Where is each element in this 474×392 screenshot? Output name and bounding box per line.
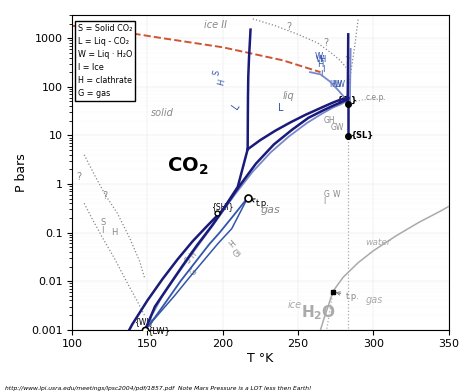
Text: I: I: [101, 225, 103, 234]
Text: I: I: [322, 65, 325, 74]
Text: water: water: [366, 238, 392, 247]
Text: S H: S H: [183, 250, 199, 265]
Text: {LW}: {LW}: [147, 326, 170, 335]
Text: L: L: [278, 103, 284, 113]
Text: t.p.: t.p.: [337, 292, 360, 301]
Text: ice: ice: [287, 300, 301, 310]
Text: {WI}: {WI}: [134, 317, 154, 326]
Text: GW: GW: [331, 123, 345, 132]
Text: S = Solid CO₂
L = Liq - CO₂
W = Liq · H₂O
I = Ice
H = clathrate
G = gas: S = Solid CO₂ L = Liq - CO₂ W = Liq · H₂…: [78, 24, 132, 98]
Text: GH: GH: [324, 116, 335, 125]
Text: S: S: [101, 218, 106, 227]
Text: $\bf{CO_2}$: $\bf{CO_2}$: [167, 156, 209, 177]
Text: W: W: [316, 54, 324, 64]
Text: ?: ?: [345, 56, 350, 65]
Text: c.e.p.: c.e.p.: [366, 93, 386, 102]
Text: W: W: [333, 190, 340, 199]
Text: {SI}: {SI}: [337, 96, 358, 105]
Y-axis label: P bars: P bars: [15, 153, 28, 192]
Text: H: H: [329, 80, 335, 89]
Text: I: I: [324, 198, 326, 206]
Text: ice II: ice II: [204, 20, 227, 30]
Text: G: G: [188, 267, 199, 278]
Text: H: H: [318, 60, 324, 69]
Text: gas: gas: [366, 295, 383, 305]
Text: ?: ?: [77, 172, 82, 182]
Text: G: G: [324, 190, 329, 199]
Text: $\bf{H_2O}$: $\bf{H_2O}$: [301, 303, 336, 322]
Text: gas: gas: [260, 205, 280, 215]
X-axis label: T °K: T °K: [247, 352, 273, 365]
Text: L: L: [230, 101, 242, 111]
Text: I: I: [320, 70, 323, 79]
Text: http://www.lpi.usra.edu/meetings/lpsc2004/pdf/1857.pdf  Note Mars Pressure is a : http://www.lpi.usra.edu/meetings/lpsc200…: [5, 386, 311, 391]
Text: ?: ?: [286, 22, 291, 32]
Text: LW: LW: [334, 80, 345, 89]
Text: ?: ?: [102, 191, 107, 201]
Text: solid: solid: [150, 108, 173, 118]
Text: ?: ?: [324, 38, 328, 48]
Text: GI: GI: [232, 248, 244, 260]
Text: S: S: [212, 69, 222, 76]
Text: LW: LW: [331, 80, 342, 89]
Text: W: W: [315, 52, 323, 61]
Text: H: H: [227, 239, 237, 249]
Text: liq: liq: [283, 91, 295, 102]
Text: H: H: [217, 78, 227, 87]
Text: t.p.: t.p.: [250, 199, 270, 208]
Text: {SL}: {SL}: [351, 131, 374, 140]
Text: H: H: [319, 54, 326, 64]
Text: {SHI}: {SHI}: [210, 202, 233, 211]
Text: H: H: [111, 228, 118, 237]
